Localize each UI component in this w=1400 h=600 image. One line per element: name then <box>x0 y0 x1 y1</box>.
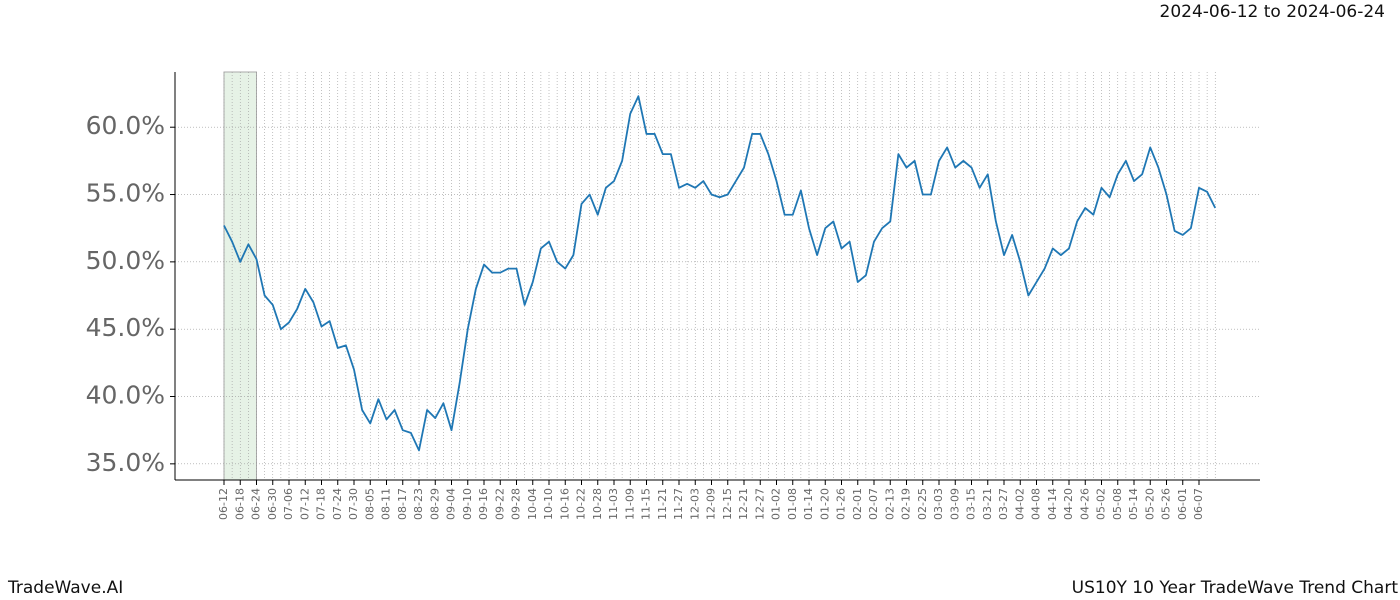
x-tick-label: 07-06 <box>282 488 295 520</box>
y-tick-label: 45.0% <box>86 313 165 342</box>
x-tick-label: 02-25 <box>916 488 929 520</box>
x-tick-label: 05-20 <box>1143 488 1156 520</box>
brand: TradeWave.AI <box>7 578 123 598</box>
x-tick-label: 06-12 <box>217 488 230 520</box>
x-tick-label: 03-09 <box>948 488 961 520</box>
x-tick-label: 01-14 <box>802 488 815 520</box>
x-tick-label: 04-02 <box>1013 488 1026 520</box>
x-tick-label: 10-22 <box>575 488 588 520</box>
x-tick-label: 07-24 <box>331 488 344 520</box>
x-tick-label: 06-07 <box>1192 488 1205 520</box>
x-tick-label: 10-16 <box>558 488 571 520</box>
x-tick-label: 01-20 <box>818 488 831 520</box>
x-tick-label: 09-22 <box>493 488 506 520</box>
x-tick-label: 03-15 <box>965 488 978 520</box>
x-tick-label: 03-21 <box>981 488 994 520</box>
x-tick-label: 02-07 <box>867 488 880 520</box>
x-tick-label: 09-10 <box>461 488 474 520</box>
x-tick-label: 08-23 <box>412 488 425 520</box>
chart-title: 2024-06-12 to 2024-06-24 <box>1160 2 1385 22</box>
x-tick-label: 01-08 <box>786 488 799 520</box>
x-tick-label: 04-26 <box>1078 488 1091 520</box>
x-tick-label: 04-20 <box>1062 488 1075 520</box>
y-tick-label: 50.0% <box>86 246 165 275</box>
x-tick-label: 11-21 <box>656 488 669 520</box>
x-tick-label: 04-14 <box>1046 488 1059 520</box>
x-tick-label: 12-21 <box>737 488 750 520</box>
x-tick-label: 06-01 <box>1176 488 1189 520</box>
x-tick-label: 05-08 <box>1111 488 1124 520</box>
x-tick-label: 03-03 <box>932 488 945 520</box>
y-tick-label: 55.0% <box>86 179 165 208</box>
x-tick-label: 02-13 <box>883 488 896 520</box>
x-tick-label: 07-12 <box>298 488 311 520</box>
x-tick-label: 02-19 <box>900 488 913 520</box>
x-tick-label: 08-29 <box>428 488 441 520</box>
x-tick-label: 10-04 <box>526 488 539 520</box>
x-tick-label: 08-17 <box>396 488 409 520</box>
trend-line <box>223 95 1217 452</box>
x-tick-label: 07-18 <box>315 488 328 520</box>
x-tick-label: 06-30 <box>266 488 279 520</box>
x-tick-label: 09-04 <box>445 488 458 520</box>
x-tick-label: 11-03 <box>607 488 620 520</box>
x-tick-label: 08-05 <box>363 488 376 520</box>
x-tick-label: 10-10 <box>542 488 555 520</box>
x-tick-label: 05-26 <box>1160 488 1173 520</box>
x-tick-label: 12-09 <box>705 488 718 520</box>
x-tick-label: 04-08 <box>1030 488 1043 520</box>
x-tick-label: 06-24 <box>250 488 263 520</box>
x-tick-label: 02-01 <box>851 488 864 520</box>
x-tick-label: 09-16 <box>477 488 490 520</box>
y-tick-label: 35.0% <box>86 448 165 477</box>
x-tick-label: 11-27 <box>672 488 685 520</box>
x-tick-label: 07-30 <box>347 488 360 520</box>
x-tick-label: 12-15 <box>721 488 734 520</box>
y-tick-label: 40.0% <box>86 381 165 410</box>
x-tick-label: 05-14 <box>1127 488 1140 520</box>
x-tick-label: 11-15 <box>640 488 653 520</box>
chart-caption: US10Y 10 Year TradeWave Trend Chart <box>1072 578 1399 598</box>
x-tick-label: 03-27 <box>997 488 1010 520</box>
x-tick-label: 01-02 <box>770 488 783 520</box>
x-tick-label: 09-28 <box>510 488 523 520</box>
x-tick-label: 10-28 <box>591 488 604 520</box>
x-tick-label: 06-18 <box>233 488 246 520</box>
x-tick-label: 01-26 <box>835 488 848 520</box>
x-tick-label: 08-11 <box>380 488 393 520</box>
y-tick-label: 60.0% <box>86 111 165 140</box>
x-tick-label: 05-02 <box>1095 488 1108 520</box>
x-tick-label: 12-03 <box>688 488 701 520</box>
x-tick-label: 11-09 <box>623 488 636 520</box>
x-tick-label: 12-27 <box>753 488 766 520</box>
